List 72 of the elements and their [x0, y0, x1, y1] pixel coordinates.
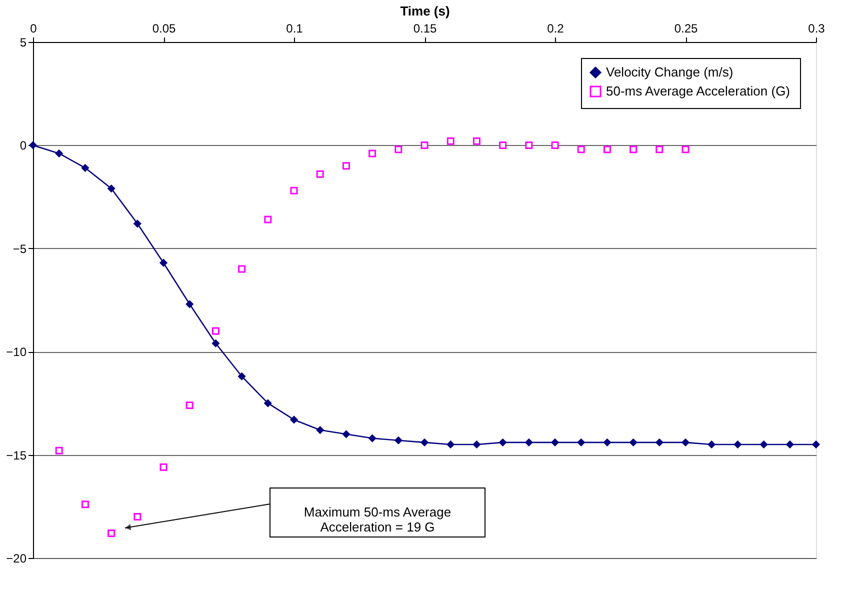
- point: [630, 438, 638, 446]
- point: [316, 426, 324, 434]
- point: [682, 438, 690, 446]
- x-tick-label: 0.2: [547, 22, 564, 36]
- x-tick-label: 0.25: [674, 22, 698, 36]
- point: [630, 146, 638, 154]
- point: [420, 141, 428, 149]
- point: [342, 430, 350, 438]
- point: [420, 438, 428, 446]
- x-axis-title: Time (s): [400, 4, 450, 18]
- point: [394, 146, 402, 154]
- point: [186, 402, 194, 410]
- point: [394, 436, 402, 444]
- point: [81, 164, 89, 172]
- point: [290, 186, 298, 194]
- point: [160, 463, 168, 471]
- point: [134, 512, 142, 520]
- x-tick-label: 0.15: [413, 22, 437, 36]
- point: [81, 500, 89, 508]
- annotation: Maximum 50-ms Average Acceleration = 19 G: [304, 504, 452, 534]
- point: [577, 438, 585, 446]
- legend-label: 50-ms Average Acceleration (G): [606, 84, 790, 98]
- point: [290, 416, 298, 424]
- point: [186, 300, 194, 308]
- point: [708, 440, 716, 448]
- point: [368, 434, 376, 442]
- point: [212, 327, 220, 335]
- point: [603, 146, 611, 154]
- point: [472, 440, 480, 448]
- point: [734, 440, 742, 448]
- point: [656, 438, 664, 446]
- point: [108, 529, 116, 537]
- x-tick-label: 0: [30, 22, 38, 36]
- y-tick-label: −15: [6, 448, 27, 462]
- point: [264, 216, 272, 224]
- point: [55, 446, 63, 454]
- point: [446, 137, 454, 145]
- point: [499, 438, 507, 446]
- point: [812, 440, 820, 448]
- point: [134, 220, 142, 228]
- point: [238, 265, 246, 273]
- point: [160, 259, 168, 267]
- y-tick-label: 0: [20, 138, 27, 153]
- point: [786, 440, 794, 448]
- point: [525, 141, 533, 149]
- point: [656, 146, 664, 154]
- y-tick-label: −5: [12, 242, 27, 256]
- point: [682, 146, 690, 154]
- point: [316, 170, 324, 178]
- point: [212, 340, 220, 348]
- point: [264, 399, 272, 407]
- x-tick-label: 0.3: [808, 22, 826, 36]
- point: [551, 141, 559, 149]
- point: [342, 162, 350, 170]
- point: [603, 438, 611, 446]
- y-tick-label: 5: [20, 36, 27, 50]
- y-tick-label: −10: [6, 345, 27, 360]
- point: [472, 137, 480, 145]
- x-tick-label: 0.05: [152, 22, 176, 36]
- point: [551, 438, 559, 446]
- point: [499, 141, 507, 149]
- point: [368, 150, 376, 158]
- legend-label: Velocity Change (m/s): [606, 64, 734, 80]
- point: [238, 372, 246, 380]
- point: [446, 440, 454, 448]
- point: [108, 184, 116, 192]
- point: [760, 440, 768, 448]
- x-tick-label: 0.1: [286, 22, 304, 36]
- point: [55, 150, 63, 158]
- y-tick-label: −20: [6, 552, 27, 566]
- point: [577, 146, 585, 154]
- point: [525, 438, 533, 446]
